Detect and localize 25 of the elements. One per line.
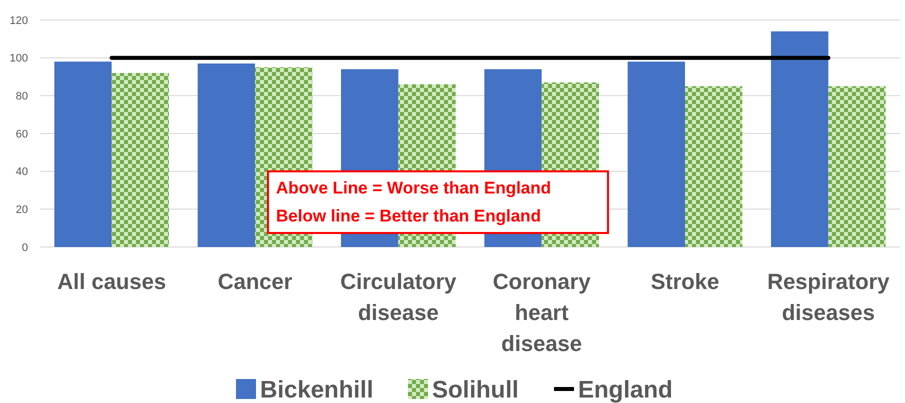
x-tick-label: Stroke [650, 269, 720, 294]
legend-label: Bickenhill [260, 376, 374, 403]
x-tick-label: All causes [57, 269, 166, 294]
y-tick-label: 60 [16, 128, 28, 140]
annotation: Below line = Better than England [276, 206, 541, 226]
bar [771, 31, 828, 247]
annotation: Above Line = Worse than England [276, 178, 552, 198]
x-tick-label: Circulatory disease [340, 269, 458, 325]
y-tick-label: 100 [10, 52, 28, 65]
x-tick-label: Respiratory diseases [767, 269, 890, 325]
x-tick-label: Coronary heart disease [492, 269, 592, 356]
y-tick-label: 40 [16, 166, 28, 178]
bar [828, 86, 886, 247]
bar [54, 62, 112, 247]
y-tick-label: 0 [22, 242, 28, 254]
bar [685, 86, 742, 247]
bar [198, 64, 255, 247]
y-tick-label: 20 [16, 204, 28, 216]
y-tick-label: 120 [10, 14, 28, 27]
x-tick-label: Cancer [218, 269, 293, 294]
legend-label: England [578, 376, 673, 403]
y-tick-label: 80 [16, 90, 28, 103]
bar [112, 72, 169, 247]
legend-label: Solihull [432, 376, 519, 403]
bar [628, 62, 685, 247]
